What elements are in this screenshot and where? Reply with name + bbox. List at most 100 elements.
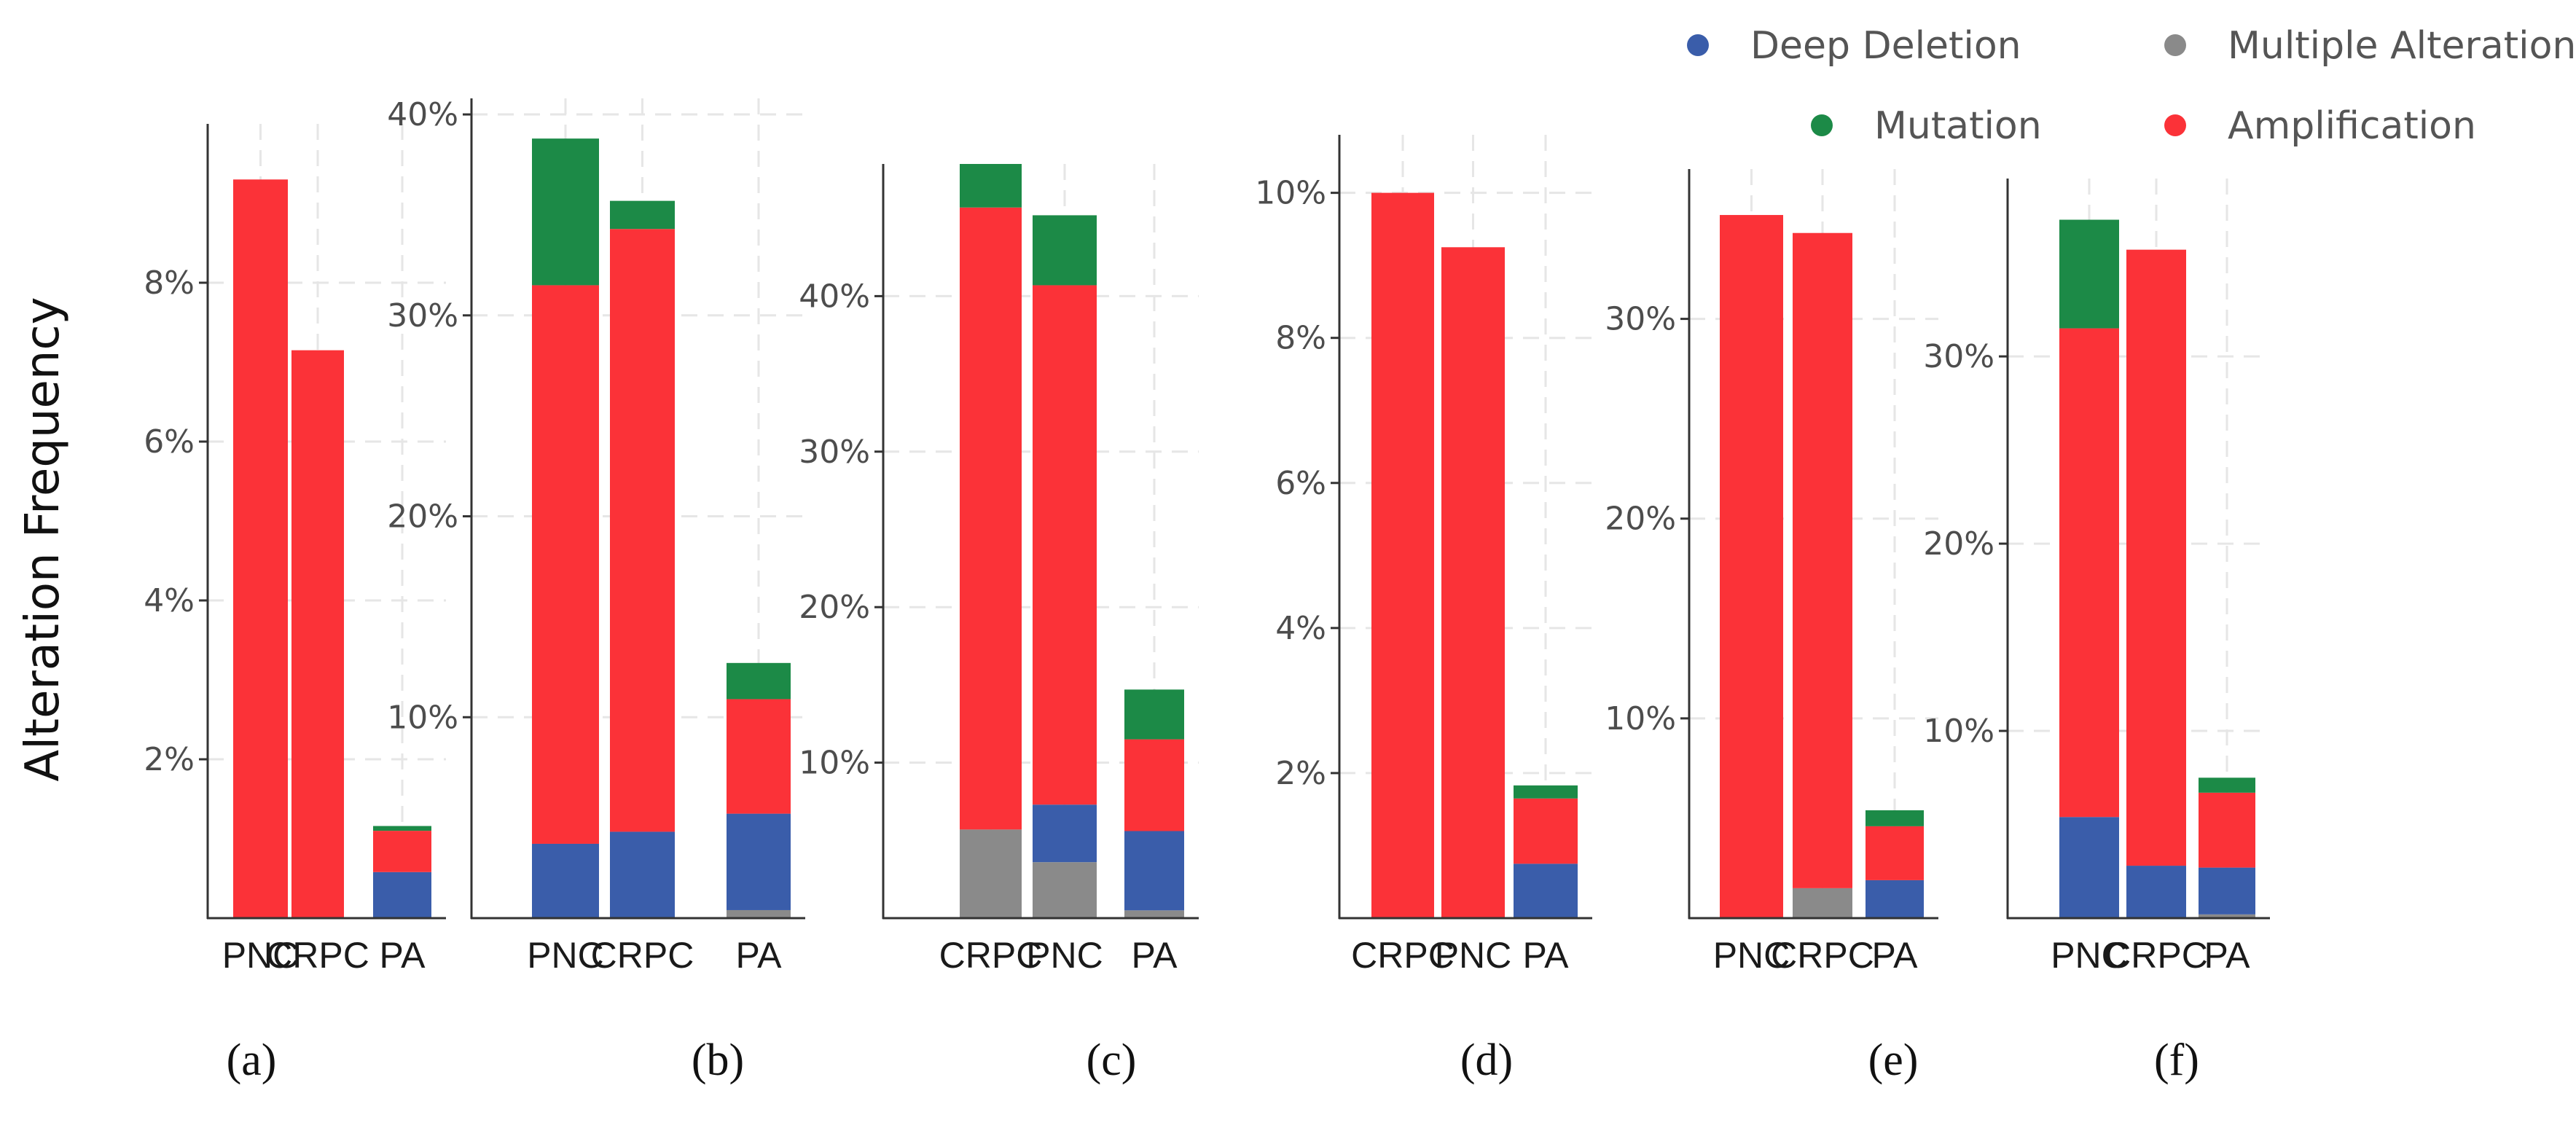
category-label: CRPC xyxy=(939,935,1043,976)
y-tick-label: 2% xyxy=(144,741,195,778)
bar-crpc-mutation xyxy=(610,200,675,230)
category-label: CRPC xyxy=(1351,935,1455,976)
y-tick-label: 20% xyxy=(1923,525,1994,563)
category-label: PNC xyxy=(2051,935,2128,976)
y-tick-label: 6% xyxy=(1275,465,1326,502)
bar-pa-mutation xyxy=(1514,785,1578,799)
bar-crpc-amplification xyxy=(1371,192,1434,918)
y-tick-label: 20% xyxy=(799,589,870,626)
bar-pa-deep-deletion xyxy=(727,813,791,910)
y-tick-label: 10% xyxy=(1923,713,1994,750)
y-tick-label: 2% xyxy=(1275,755,1326,792)
y-tick-label: 30% xyxy=(799,434,870,471)
category-label: PA xyxy=(1132,935,1178,976)
y-tick-label: 10% xyxy=(1605,700,1676,737)
bar-pa-deep-deletion xyxy=(373,872,431,918)
legend-multiple_alterations-dot xyxy=(2164,34,2186,56)
bar-crpc-deep-deletion xyxy=(2126,866,2186,918)
bar-pa-multiple-alterations xyxy=(727,909,791,918)
bar-pa-amplification xyxy=(1866,826,1924,880)
bar-crpc-amplification xyxy=(1793,232,1852,888)
panel-label: (e) xyxy=(1868,1035,1919,1085)
category-label: PNC xyxy=(527,935,604,976)
bar-crpc-multiple-alterations xyxy=(1793,888,1852,918)
panel-label: (d) xyxy=(1460,1035,1513,1085)
category-label: CRPC xyxy=(591,935,694,976)
y-tick-label: 30% xyxy=(1605,301,1676,338)
category-label: PNC xyxy=(1713,935,1790,976)
y-tick-label: 4% xyxy=(144,582,195,619)
bar-pnc-mutation xyxy=(1033,215,1097,286)
bar-pnc-mutation xyxy=(2059,219,2119,329)
legend-mutation-dot xyxy=(1811,114,1833,136)
category-label: CRPC xyxy=(2105,935,2208,976)
y-tick-label: 10% xyxy=(387,699,458,736)
category-label: PA xyxy=(736,935,783,976)
bar-pa-deep-deletion xyxy=(2199,867,2255,914)
category-label: CRPC xyxy=(1771,935,1874,976)
category-label: PA xyxy=(1523,935,1570,976)
y-axis-label: Alteration Frequency xyxy=(16,297,70,781)
bar-pa-mutation xyxy=(373,826,431,831)
bar-pa-amplification xyxy=(1124,739,1184,831)
bar-pnc-deep-deletion xyxy=(2059,817,2119,918)
legend-amplification-dot xyxy=(2164,114,2186,136)
bar-crpc-amplification xyxy=(610,229,675,832)
legend-multiple_alterations-label: Multiple Alterations xyxy=(2228,24,2576,68)
bar-pnc-mutation xyxy=(532,138,599,286)
panel-label: (b) xyxy=(692,1035,744,1085)
bar-pnc-multiple-alterations xyxy=(1033,862,1097,918)
category-label: PA xyxy=(1872,935,1919,976)
bar-crpc-amplification xyxy=(960,207,1022,830)
bar-pa-amplification xyxy=(727,699,791,814)
y-tick-label: 8% xyxy=(1275,320,1326,357)
category-label: PNC xyxy=(1435,935,1512,976)
bar-pnc-amplification xyxy=(532,285,599,844)
y-tick-label: 30% xyxy=(387,297,458,334)
bar-pnc-amplification xyxy=(1441,247,1505,918)
bar-pa-mutation xyxy=(2199,778,2255,793)
bar-pnc-deep-deletion xyxy=(532,843,599,918)
panel-label: (a) xyxy=(227,1035,277,1085)
y-tick-label: 40% xyxy=(387,96,458,133)
panel-label: (c) xyxy=(1087,1035,1137,1085)
category-label: PNC xyxy=(1026,935,1103,976)
y-tick-label: 6% xyxy=(144,423,195,461)
bar-crpc-mutation xyxy=(960,164,1022,208)
panel-label: (f) xyxy=(2154,1035,2199,1085)
bar-pa-mutation xyxy=(727,662,791,700)
bar-crpc-amplification xyxy=(291,350,344,918)
bar-pa-amplification xyxy=(373,831,431,872)
legend-deep_deletion-dot xyxy=(1687,34,1709,56)
bar-pa-deep-deletion xyxy=(1514,863,1578,918)
legend-amplification-label: Amplification xyxy=(2228,104,2476,148)
category-label: PNC xyxy=(222,935,300,976)
bar-crpc-multiple-alterations xyxy=(960,829,1022,918)
y-tick-label: 4% xyxy=(1275,610,1326,647)
legend: Deep Deletion Multiple Alterations Mutatio… xyxy=(1687,24,2576,148)
y-tick-label: 10% xyxy=(799,745,870,782)
bar-pa-mutation xyxy=(1866,810,1924,826)
bar-crpc-amplification xyxy=(2126,249,2186,866)
bar-pa-amplification xyxy=(2199,792,2255,868)
category-label: CRPC xyxy=(266,935,369,976)
category-label: PA xyxy=(380,935,426,976)
y-tick-label: 30% xyxy=(1923,338,1994,375)
bar-pnc-amplification xyxy=(1033,285,1097,805)
bar-pa-mutation xyxy=(1124,689,1184,740)
y-tick-label: 8% xyxy=(144,265,195,302)
y-tick-label: 20% xyxy=(387,498,458,536)
category-label: PA xyxy=(2204,935,2251,976)
bar-pa-amplification xyxy=(1514,798,1578,864)
y-tick-label: 40% xyxy=(799,278,870,315)
legend-mutation-label: Mutation xyxy=(1874,104,2042,148)
bar-pa-multiple-alterations xyxy=(1124,910,1184,918)
bar-pa-deep-deletion xyxy=(1866,880,1924,918)
